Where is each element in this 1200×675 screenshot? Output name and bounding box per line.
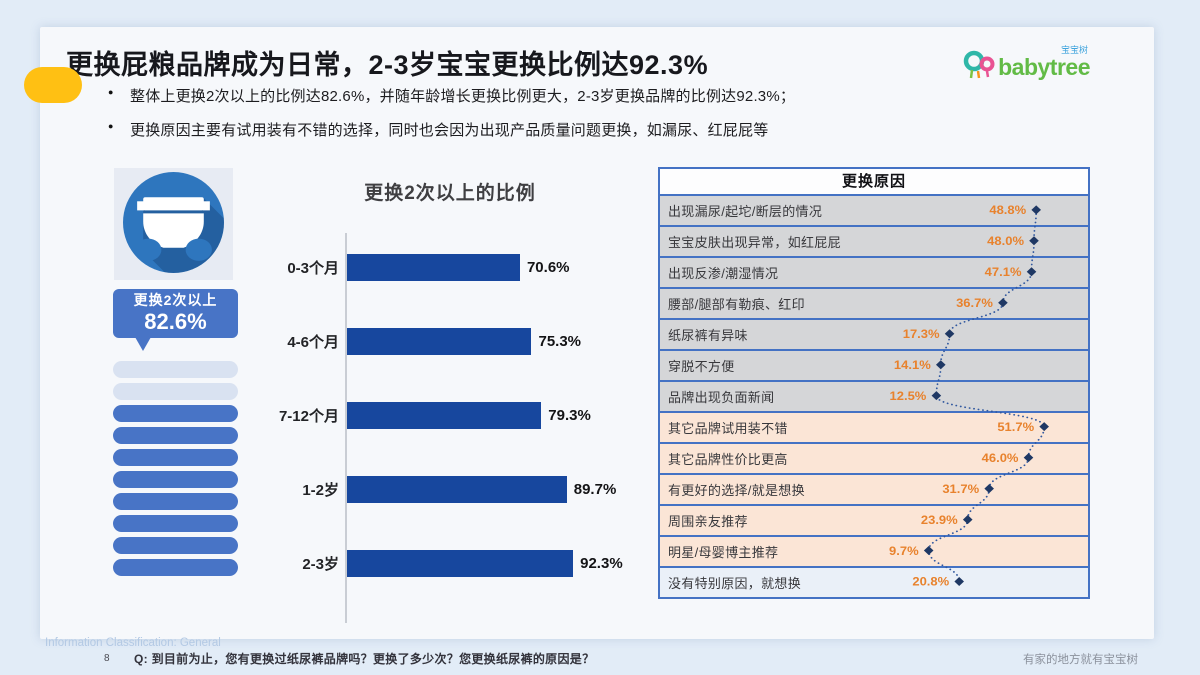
reason-label: 穿脱不方便 [668,359,735,374]
classification-watermark: Information Classification: General [45,637,221,649]
table-row: 品牌出现负面新闻 [660,380,1088,411]
table-row: 周围亲友推荐 [660,504,1088,535]
progress-pill [113,559,238,576]
accent-pill-decoration [24,67,82,103]
bar-chart-title: 更换2次以上的比例 [364,183,536,204]
diaper-card [114,168,233,280]
bar-row: 7-12个月 79.3% [265,378,625,452]
table-row: 宝宝皮肤出现异常，如红屁屁 [660,225,1088,256]
bar-chart-rows: 0-3个月 70.6% 4-6个月 75.3% 7-12个月 79.3% 1-2岁 89.7%… [265,230,625,600]
category-label: 7-12个月 [278,407,339,425]
table-row: 出现反渗/潮湿情况 [660,256,1088,287]
callout-label: 更换2次以上 [133,292,218,308]
bullet-item: 整体上更换2次以上的比例达82.6%，并随年龄增长更换比例更大，2-3岁更换品牌… [108,85,1068,106]
reason-label: 腰部/腿部有勒痕、红印 [668,297,805,312]
page-number: 8 [104,653,110,664]
table-row: 穿脱不方便 [660,349,1088,380]
footer-tagline: 有家的地方就有宝宝树 [1023,654,1138,666]
reason-label: 周围亲友推荐 [668,514,748,529]
bar-row: 0-3个月 70.6% [265,230,625,304]
bar [347,253,520,281]
value-label: 70.6% [526,258,570,276]
progress-pill [113,471,238,488]
category-label: 4-6个月 [287,333,339,351]
reason-table-rows: 出现漏尿/起坨/断层的情况宝宝皮肤出现异常，如红屁屁 出现反渗/潮湿情况腰部/腿部… [660,194,1088,597]
reason-table-title: 更换原因 [660,169,1088,194]
progress-pill [113,449,238,466]
progress-pill [113,537,238,554]
reason-label: 纸尿裤有异味 [668,328,748,343]
babytree-logo-icon [963,50,995,79]
category-label: 1-2岁 [302,481,339,499]
reason-label: 品牌出现负面新闻 [668,390,775,405]
babytree-chinese-label: 宝宝树 [1060,45,1088,55]
table-row: 明星/母婴博主推荐 [660,535,1088,566]
value-label: 79.3% [548,406,591,424]
progress-pill [113,361,238,378]
progress-pill [113,383,238,400]
value-label: 89.7% [573,480,617,498]
survey-question-footnote: Q: 到目前为止，您有更换过纸尿裤品牌吗？更换了多少次？您更换纸尿裤的原因是？ [134,652,595,666]
table-row: 纸尿裤有异味 [660,318,1088,349]
bullet-item: 更换原因主要有试用装有不错的选择，同时也会因为出现产品质量问题更换，如漏尿、红屁… [108,119,1068,140]
diaper-icon [123,172,224,273]
reason-label: 明星/母婴博主推荐 [668,545,779,560]
summary-callout: 更换2次以上 82.6% [113,289,238,351]
table-row: 有更好的选择/就是想换 [660,473,1088,504]
table-row: 没有特别原因，就想换 [660,566,1088,597]
bar-row: 2-3岁 92.3% [265,526,625,600]
category-label: 2-3岁 [302,555,339,573]
pill-stack [113,361,238,581]
babytree-wordmark: babytree [998,53,1090,80]
reason-label: 有更好的选择/就是想换 [668,483,805,498]
progress-pill [113,405,238,422]
progress-pill [113,427,238,444]
reason-label: 其它品牌性价比更高 [668,452,788,467]
bar-row: 1-2岁 89.7% [265,452,625,526]
bar [347,549,574,577]
table-row: 出现漏尿/起坨/断层的情况 [660,194,1088,225]
callout-tail [135,337,151,351]
table-row: 其它品牌性价比更高 [660,442,1088,473]
value-label: 75.3% [538,332,582,350]
reason-label: 出现漏尿/起坨/断层的情况 [668,204,823,219]
bar-row: 4-6个月 75.3% [265,304,625,378]
bullet-list: 整体上更换2次以上的比例达82.6%，并随年龄增长更换比例更大，2-3岁更换品牌… [108,85,1068,153]
bar [347,401,542,429]
reason-label: 没有特别原因，就想换 [668,576,802,591]
babytree-logo: babytree 宝宝树 [962,45,1090,87]
reason-label: 其它品牌试用装不错 [668,421,788,436]
bar [347,327,532,355]
value-label: 92.3% [580,554,623,572]
reason-label: 出现反渗/潮湿情况 [668,266,779,281]
category-label: 0-3个月 [287,259,339,277]
table-row: 其它品牌试用装不错 [660,411,1088,442]
bar-chart-axis [345,233,347,623]
bar [347,475,567,503]
progress-pill [113,515,238,532]
callout-value: 82.6% [144,309,207,334]
bar-chart: 0-3个月 70.6% 4-6个月 75.3% 7-12个月 79.3% 1-2岁 89.7%… [265,227,625,627]
progress-pill [113,493,238,510]
table-row: 腰部/腿部有勒痕、红印 [660,287,1088,318]
reason-table: 更换原因 出现漏尿/起坨/断层的情况宝宝皮肤出现异常，如红屁屁 出现反渗/潮湿情况… [658,167,1090,599]
page-title: 更换屁粮品牌成为日常，2-3岁宝宝更换比例达92.3% [66,50,709,80]
reason-label: 宝宝皮肤出现异常，如红屁屁 [668,235,841,250]
slide: 更换屁粮品牌成为日常，2-3岁宝宝更换比例达92.3% 整体上更换2次以上的比例… [24,27,1154,639]
